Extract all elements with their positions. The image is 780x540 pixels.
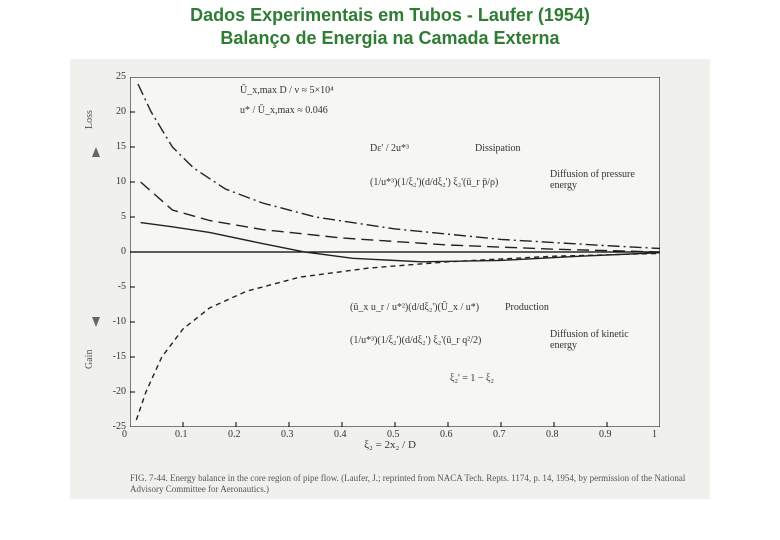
figure-panel: Ū_x,max D / ν ≈ 5×10⁴ u* / Ū_x,max ≈ 0.0…: [70, 59, 710, 499]
y-tick-label: 15: [106, 141, 126, 152]
arrow-down-icon: [92, 317, 100, 327]
x-tick-label: 0.5: [387, 429, 400, 440]
xaxis-label: ξ₂ = 2x₂ / D: [364, 439, 416, 451]
anno-press-formula: (1/u*³)(1/ξ₂')(d/dξ₂') ξ₂'(ū_r p̄/ρ): [370, 177, 498, 188]
anno-press-label: Diffusion of pressure energy: [550, 169, 650, 191]
figure-caption: FIG. 7-44. Energy balance in the core re…: [130, 473, 690, 495]
x-tick-label: 0.8: [546, 429, 559, 440]
anno-diss-label: Dissipation: [475, 143, 521, 154]
title-line-2: Balanço de Energia na Camada Externa: [220, 28, 559, 48]
y-tick-label: 20: [106, 106, 126, 117]
anno-prod-label: Production: [505, 302, 549, 313]
x-tick-label: 0.4: [334, 429, 347, 440]
page-title: Dados Experimentais em Tubos - Laufer (1…: [0, 0, 780, 51]
yaxis-gain-label: Gain: [84, 349, 95, 368]
anno-kin-formula: (1/u*³)(1/ξ₂')(d/dξ₂') ξ₂'(ū_r q²/2): [350, 335, 481, 346]
y-tick-label: -15: [106, 351, 126, 362]
anno-prod-formula: (ū_x u_r / u*²)(d/dξ₂')(Ū_x / u*): [350, 302, 479, 313]
y-tick-label: -25: [106, 421, 126, 432]
title-line-1: Dados Experimentais em Tubos - Laufer (1…: [190, 5, 590, 25]
x-tick-label: 0.9: [599, 429, 612, 440]
anno-xiprime: ξ₂' = 1 − ξ₂: [450, 373, 494, 384]
y-tick-label: -20: [106, 386, 126, 397]
y-tick-label: 5: [106, 211, 126, 222]
arrow-up-icon: [92, 147, 100, 157]
anno-diss-formula: Dε' / 2u*³: [370, 143, 409, 154]
anno-kin-label: Diffusion of kinetic energy: [550, 329, 650, 351]
y-tick-label: 25: [106, 71, 126, 82]
x-tick-label: 1: [652, 429, 657, 440]
yaxis-loss-label: Loss: [84, 110, 95, 129]
y-tick-label: -10: [106, 316, 126, 327]
x-tick-label: 0.2: [228, 429, 241, 440]
x-tick-label: 0.1: [175, 429, 188, 440]
y-tick-label: 10: [106, 176, 126, 187]
chart-plot-area: Ū_x,max D / ν ≈ 5×10⁴ u* / Ū_x,max ≈ 0.0…: [130, 77, 660, 427]
x-tick-label: 0.7: [493, 429, 506, 440]
y-tick-label: 0: [106, 246, 126, 257]
chart-svg: [130, 77, 660, 427]
x-tick-label: 0.6: [440, 429, 453, 440]
y-tick-label: -5: [106, 281, 126, 292]
x-tick-label: 0.3: [281, 429, 294, 440]
anno-ratio: u* / Ū_x,max ≈ 0.046: [240, 105, 328, 116]
anno-reynolds: Ū_x,max D / ν ≈ 5×10⁴: [240, 85, 334, 96]
